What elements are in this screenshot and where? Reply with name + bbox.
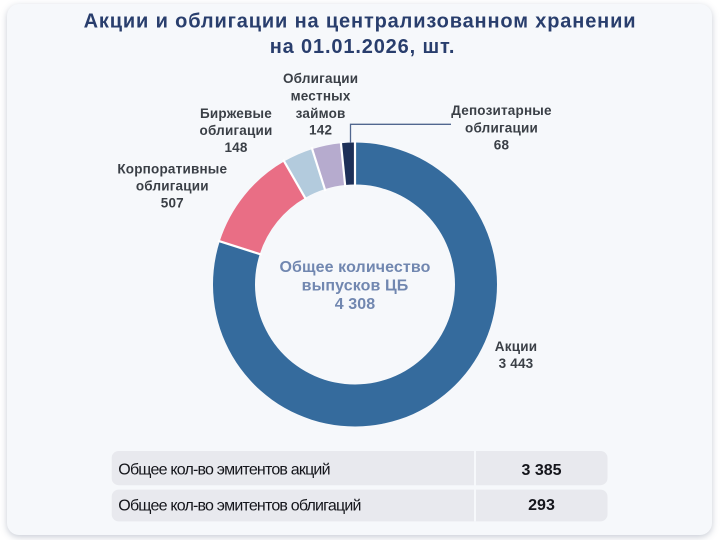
svg-text:68: 68 bbox=[494, 138, 510, 153]
svg-text:выпусков ЦБ: выпусков ЦБ bbox=[302, 278, 409, 295]
svg-text:Биржевые: Биржевые bbox=[200, 106, 272, 121]
svg-text:Корпоративные: Корпоративные bbox=[117, 161, 227, 176]
svg-text:507: 507 bbox=[161, 195, 184, 210]
svg-text:займов: займов bbox=[296, 106, 346, 121]
svg-text:3 443: 3 443 bbox=[499, 356, 534, 371]
svg-text:Общее количество: Общее количество bbox=[280, 259, 431, 276]
svg-text:Общее кол-во эмитентов облигац: Общее кол-во эмитентов облигаций bbox=[118, 498, 360, 515]
svg-text:местных: местных bbox=[291, 89, 351, 104]
svg-text:Акции: Акции bbox=[495, 339, 537, 354]
svg-text:Общее кол-во эмитентов акций: Общее кол-во эмитентов акций bbox=[118, 461, 329, 478]
svg-text:облигации: облигации bbox=[465, 120, 538, 135]
svg-text:293: 293 bbox=[528, 497, 555, 514]
svg-text:3 385: 3 385 bbox=[521, 462, 561, 479]
svg-text:облигации: облигации bbox=[136, 178, 209, 193]
svg-text:4 308: 4 308 bbox=[335, 296, 376, 313]
svg-text:Облигации: Облигации bbox=[283, 71, 358, 86]
svg-text:Акции и облигации на централиз: Акции и облигации на централизованном хр… bbox=[84, 11, 637, 33]
svg-text:облигации: облигации bbox=[200, 123, 273, 138]
svg-text:148: 148 bbox=[224, 140, 247, 155]
svg-text:142: 142 bbox=[309, 122, 332, 137]
svg-text:Депозитарные: Депозитарные bbox=[451, 103, 552, 118]
svg-text:на 01.01.2026, шт.: на 01.01.2026, шт. bbox=[270, 36, 456, 58]
